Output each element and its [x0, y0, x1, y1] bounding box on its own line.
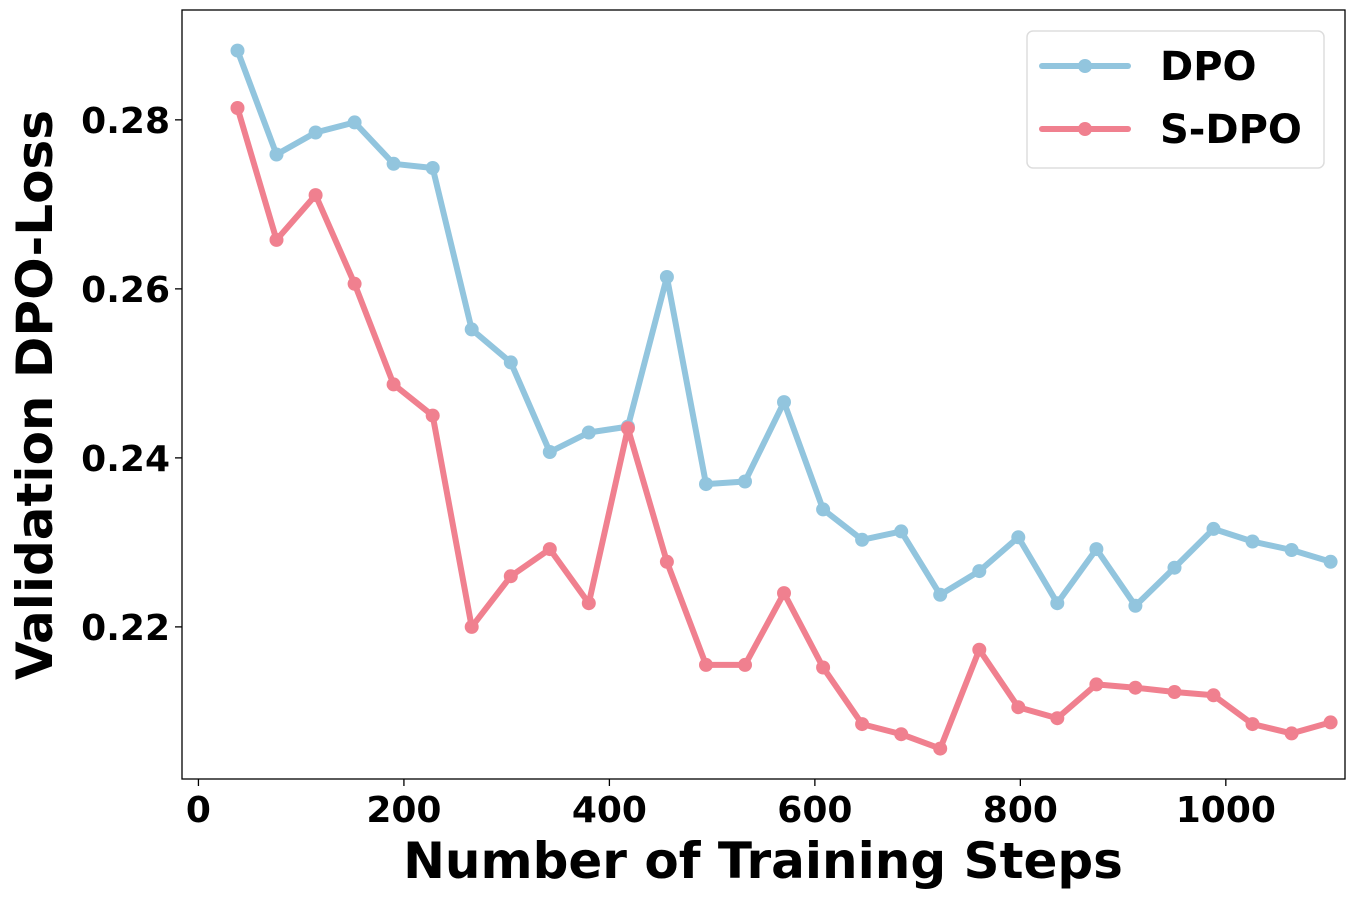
data-point-s-dpo	[230, 101, 245, 115]
data-point-dpo	[816, 502, 831, 517]
data-point-dpo	[659, 270, 674, 284]
data-point-dpo	[503, 355, 518, 370]
x-tick-label: 800	[983, 790, 1058, 831]
data-point-dpo	[581, 425, 596, 440]
x-tick-label: 1000	[1176, 790, 1276, 831]
y-axis: 0.22 0.24 0.26 0.28	[81, 101, 182, 649]
plot-frame	[181, 9, 1346, 780]
data-point-s-dpo	[738, 657, 752, 672]
data-point-dpo	[894, 524, 909, 539]
data-point-dpo	[738, 474, 752, 489]
data-point-dpo	[1128, 598, 1143, 613]
x-tick-label: 400	[572, 790, 647, 831]
data-point-s-dpo	[269, 232, 284, 247]
data-point-s-dpo	[699, 657, 713, 672]
x-tick-label: 200	[366, 790, 441, 831]
data-point-dpo	[542, 445, 557, 459]
data-point-dpo	[464, 322, 479, 337]
y-tick-label: 0.24	[81, 439, 170, 480]
data-point-s-dpo	[816, 660, 831, 675]
data-point-s-dpo	[386, 377, 401, 392]
data-point-dpo	[1323, 554, 1338, 569]
data-point-s-dpo	[425, 408, 440, 423]
data-point-dpo	[386, 156, 401, 171]
y-tick-label: 0.22	[81, 608, 170, 649]
data-point-s-dpo	[1323, 715, 1338, 730]
x-axis: 0 200 400 600 800 1000	[186, 779, 1276, 831]
x-axis-label: Number of Training Steps	[403, 832, 1123, 890]
data-point-s-dpo	[1128, 680, 1143, 695]
data-point-s-dpo	[1089, 677, 1104, 692]
data-point-dpo	[972, 564, 987, 579]
data-point-dpo	[1089, 542, 1104, 557]
data-point-s-dpo	[1011, 700, 1026, 715]
data-point-s-dpo	[542, 542, 557, 557]
data-point-dpo	[933, 587, 948, 602]
data-point-s-dpo	[347, 276, 362, 291]
data-point-dpo	[1050, 596, 1065, 611]
y-axis-label: Validation DPO-Loss	[6, 110, 64, 680]
data-point-s-dpo	[777, 586, 791, 601]
data-point-s-dpo	[308, 188, 323, 203]
y-tick-label: 0.28	[81, 101, 170, 142]
series-line-s-dpo	[234, 105, 1334, 752]
data-point-dpo	[347, 115, 362, 130]
data-point-dpo	[230, 43, 245, 58]
data-point-dpo	[308, 125, 323, 140]
data-point-s-dpo	[1167, 685, 1182, 699]
data-point-s-dpo	[1284, 726, 1299, 741]
x-tick-label: 0	[186, 790, 211, 831]
data-point-s-dpo	[1206, 688, 1221, 703]
data-point-dpo	[699, 477, 713, 492]
series-dpo	[230, 43, 1338, 613]
data-point-dpo	[1011, 530, 1026, 545]
data-point-dpo	[855, 532, 870, 547]
data-point-s-dpo	[1050, 711, 1065, 726]
legend-label-s-dpo: S-DPO	[1160, 107, 1302, 153]
data-point-s-dpo	[933, 741, 948, 756]
legend-label-dpo: DPO	[1160, 44, 1257, 90]
legend: DPO S-DPO	[1026, 30, 1325, 169]
data-point-dpo	[425, 161, 440, 175]
data-point-s-dpo	[894, 727, 909, 742]
data-point-dpo	[1284, 543, 1299, 557]
data-point-dpo	[1206, 521, 1221, 536]
data-point-dpo	[1245, 534, 1260, 549]
data-point-s-dpo	[581, 596, 596, 611]
data-point-s-dpo	[972, 642, 987, 657]
data-point-dpo	[777, 395, 791, 410]
data-point-s-dpo	[1245, 717, 1260, 732]
data-point-s-dpo	[659, 554, 674, 569]
data-point-s-dpo	[620, 421, 635, 436]
data-point-dpo	[269, 147, 284, 162]
y-tick-label: 0.26	[81, 270, 170, 311]
data-point-s-dpo	[855, 717, 870, 732]
series-layer	[230, 43, 1338, 756]
legend-marker-s-dpo	[1078, 122, 1092, 136]
legend-marker-dpo	[1078, 59, 1092, 73]
x-tick-label: 600	[777, 790, 852, 831]
data-point-s-dpo	[503, 569, 518, 584]
series-s-dpo	[230, 101, 1338, 756]
data-point-dpo	[1167, 560, 1182, 575]
data-point-s-dpo	[464, 619, 479, 634]
